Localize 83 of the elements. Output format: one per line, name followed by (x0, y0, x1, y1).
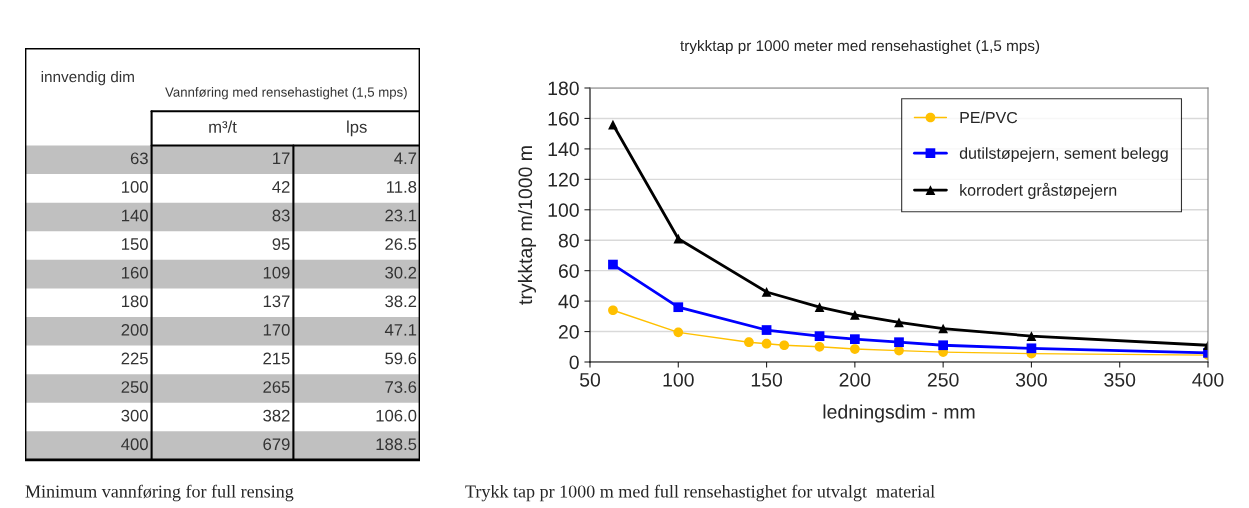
data-label: 109 (263, 266, 290, 279)
data-label: 38.2 (385, 295, 417, 308)
data-label: 137 (263, 295, 290, 308)
point (814, 302, 825, 313)
point (850, 344, 860, 354)
data-label: 265 (263, 381, 290, 393)
category-label: 160 (122, 266, 148, 279)
data-label: 170 (263, 323, 290, 336)
y-tick-label: 100 (548, 203, 579, 218)
point (938, 340, 948, 351)
x-tick-label: 350 (1104, 372, 1136, 387)
x-tick-label: 250 (927, 372, 959, 387)
point (608, 259, 618, 270)
category-label: 225 (121, 352, 148, 365)
y-tick-label: 20 (558, 325, 579, 339)
data-label: 26.5 (385, 238, 417, 250)
point (779, 340, 790, 351)
data-label: 382 (263, 409, 290, 422)
point (1026, 331, 1037, 341)
data-label: 47.1 (384, 324, 417, 336)
chart-title: trykktap pr 1000 meter med rensehastighet (1,5 mps) (680, 39, 1040, 55)
point (673, 327, 684, 338)
x-tick-label: 400 (1192, 372, 1224, 387)
y-tick-label: 180 (548, 81, 579, 96)
category-label: 150 (122, 238, 148, 250)
data-label: 679 (263, 438, 290, 451)
point (761, 325, 772, 335)
point (608, 305, 618, 316)
x-axis-title: ledningsdim - mm (823, 404, 975, 423)
text: Vannføring med rensehastighet (1,5 mps) (165, 87, 407, 100)
category-label: 100 (122, 181, 148, 193)
x-tick-label: 50 (579, 372, 601, 387)
text: innvendig dim (41, 71, 134, 86)
series-label: m³/t (209, 120, 237, 133)
x-tick-label: 200 (839, 372, 871, 387)
data-label: 30.2 (385, 266, 417, 279)
data-label: 106.0 (376, 409, 417, 422)
data-label: 73.6 (385, 381, 417, 393)
data-label: 23.1 (385, 209, 417, 222)
x-tick-label: 150 (751, 372, 783, 387)
y-tick-label: 0 (569, 355, 579, 370)
point (850, 309, 860, 320)
data-label: 42 (272, 181, 290, 193)
legend-label: PE/PVC (960, 111, 1018, 124)
data-label: 17 (273, 152, 290, 165)
category-label: 180 (122, 295, 148, 308)
y-tick-label: 40 (558, 294, 579, 309)
category-label: 63 (130, 152, 148, 165)
text: lps (347, 120, 367, 137)
data-label: 188.5 (376, 438, 417, 451)
data-label: 4.7 (394, 152, 417, 165)
text: Minimum vannføring for full rensing (25, 484, 294, 502)
data-label: 59.6 (385, 352, 417, 365)
point (761, 338, 772, 349)
category-label: 300 (121, 409, 148, 422)
point (850, 334, 860, 345)
point (894, 337, 904, 348)
data-label: 83 (272, 209, 290, 222)
legend-label: korrodert gråstøpejern (960, 182, 1117, 199)
legend-label: dutilstøpejern, sement belegg (959, 147, 1168, 163)
point (673, 302, 684, 313)
point (814, 331, 825, 341)
category-label: 140 (122, 209, 148, 222)
point (814, 341, 825, 352)
y-tick-label: 160 (548, 111, 579, 126)
y-tick-label: 80 (558, 233, 579, 248)
category-label: 200 (121, 323, 148, 336)
y-tick-label: 120 (548, 172, 579, 187)
point (938, 323, 948, 334)
point (761, 287, 772, 297)
category-label: 400 (121, 438, 148, 451)
point (1026, 343, 1037, 354)
x-tick-label: 100 (663, 372, 694, 387)
text: Trykk tap pr 1000 m med full rensehastighet for utvalgt material (465, 484, 935, 502)
x-tick-label: 300 (1015, 372, 1047, 387)
y-tick-label: 60 (558, 264, 579, 278)
data-label: 95 (272, 238, 290, 250)
y-axis-title: trykktap m/1000 m (517, 146, 537, 305)
data-label: 215 (263, 352, 290, 365)
data-label: 11.8 (387, 181, 417, 193)
point (673, 233, 684, 244)
y-tick-label: 140 (548, 142, 579, 157)
point (744, 337, 754, 348)
